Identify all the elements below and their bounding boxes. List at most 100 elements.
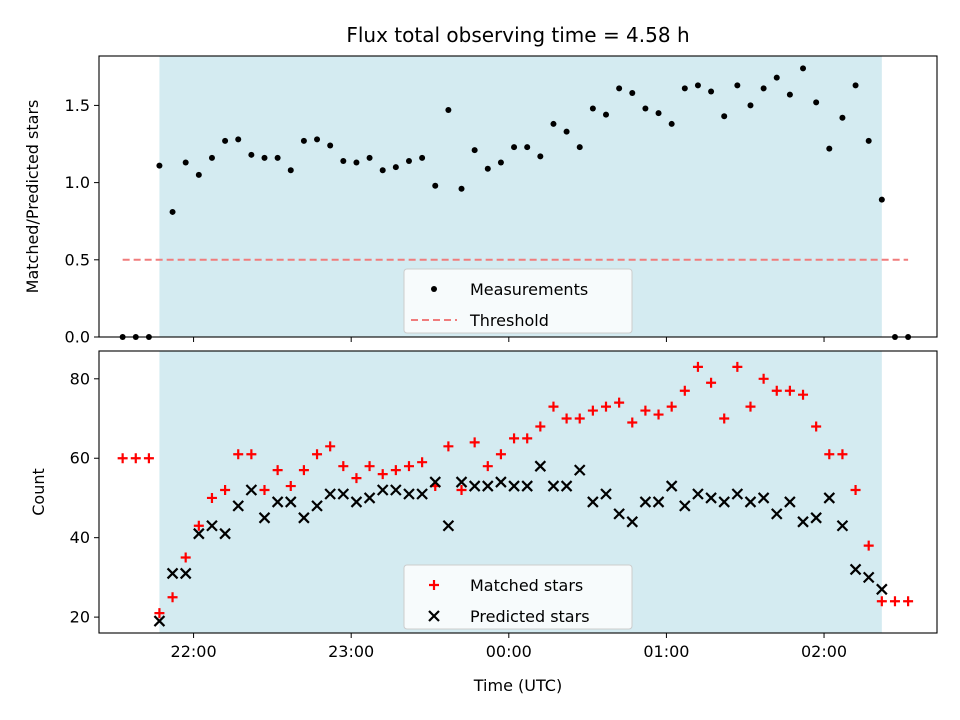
predicted-star-point (206, 519, 218, 532)
matched-star-point (272, 465, 283, 476)
measurement-point (826, 145, 833, 152)
predicted-star-point (731, 488, 744, 500)
predicted-star-point (797, 516, 809, 528)
matched-star-point (811, 421, 822, 432)
matched-star-point (732, 361, 743, 372)
predicted-star-point (823, 492, 836, 504)
y-tick-label: 80 (70, 369, 90, 388)
predicted-star-point (876, 583, 888, 596)
measurement-point (222, 137, 229, 144)
counts-x-axis: 22:00 23:00 00:00 01:00 02:00 (171, 633, 847, 661)
measurement-point (839, 114, 846, 121)
measurement-point (655, 110, 662, 117)
chart-title: Flux total observing time = 4.58 h (346, 23, 689, 47)
predicted-star-point (849, 563, 862, 576)
measurement-point (616, 85, 623, 92)
matched-star-point (535, 421, 546, 432)
matched-star-point (850, 485, 861, 496)
predicted-star-point (271, 496, 284, 508)
predicted-star-point (757, 492, 770, 504)
matched-star-point (377, 469, 388, 480)
counts-y-axis: 20 40 60 80 (70, 369, 99, 627)
matched-star-point (889, 596, 900, 607)
matched-star-point (298, 465, 309, 476)
measurement-point (800, 65, 807, 72)
matched-star-point (312, 449, 323, 460)
matched-star-point (338, 461, 349, 472)
predicted-star-point (219, 527, 231, 540)
predicted-star-point (350, 496, 363, 508)
legend-label: Matched stars (470, 576, 583, 595)
predicted-star-point (284, 496, 297, 508)
predicted-star-point (258, 512, 271, 524)
measurement-point (852, 82, 859, 89)
matched-star-point (706, 377, 717, 388)
matched-star-point (469, 437, 480, 448)
measurement-point (445, 107, 452, 114)
y-tick-label: 1.0 (65, 173, 90, 192)
measurement-point (287, 167, 294, 174)
matched-star-point (758, 373, 769, 384)
measurement-point (235, 136, 242, 143)
measurement-point (721, 113, 728, 120)
matched-star-point (259, 485, 270, 496)
matched-star-point (154, 608, 165, 619)
measurement-point (300, 137, 307, 144)
matched-star-point (561, 413, 572, 424)
counts-panel: 20 40 60 80 22:00 23:00 00:00 01:00 02:00 Count… (29, 350, 938, 661)
matched-star-point (364, 461, 375, 472)
predicted-star-point (403, 488, 415, 500)
predicted-star-point (534, 460, 547, 472)
matched-star-point (745, 401, 756, 412)
matched-star-point (587, 405, 598, 416)
measurement-point (865, 137, 872, 144)
matched-star-point (403, 461, 414, 472)
ratio-panel: 0.0 0.5 1.0 1.5 Matched/Predicted stars Mea… (23, 55, 938, 347)
measurement-point (484, 165, 491, 172)
matched-star-point (601, 401, 612, 412)
matched-star-point (417, 457, 428, 468)
predicted-star-point (153, 615, 166, 627)
measurement-point (563, 128, 570, 135)
measurement-point (760, 85, 767, 92)
measurement-point (708, 88, 715, 95)
matched-star-point (482, 461, 493, 472)
x-tick-label: 02:00 (801, 642, 847, 661)
measurement-point (511, 144, 518, 151)
predicted-star-point (692, 488, 704, 500)
predicted-star-point (810, 512, 822, 524)
legend-label: Predicted stars (470, 607, 590, 626)
matched-star-point (640, 405, 651, 416)
predicted-star-point (639, 496, 652, 508)
measurement-point (261, 154, 268, 161)
predicted-star-point (337, 488, 350, 500)
matched-star-point (206, 492, 217, 503)
measurement-point (208, 154, 215, 161)
predicted-star-point (587, 496, 599, 508)
x-tick-label: 01:00 (643, 642, 689, 661)
predicted-star-point (298, 512, 310, 524)
measurement-point (248, 151, 255, 158)
measurement-point (576, 144, 583, 151)
matched-star-point (903, 596, 914, 607)
measurement-point (366, 154, 373, 161)
matched-star-point (130, 453, 141, 464)
predicted-star-point (784, 496, 796, 508)
legend-box (403, 268, 633, 334)
matched-star-point (456, 485, 467, 496)
matched-star-point (117, 453, 128, 464)
measurement-point (274, 154, 281, 161)
matched-star-point (798, 389, 809, 400)
measurement-point (734, 82, 741, 89)
measurement-point (353, 159, 360, 166)
measurement-point (195, 171, 202, 178)
predicted-star-point (626, 516, 639, 528)
measurement-point (471, 147, 478, 154)
measurement-point (694, 82, 701, 89)
measurement-point (405, 157, 412, 164)
measurement-point (392, 164, 399, 171)
legend-label: Threshold (469, 311, 549, 330)
predicted-star-point (770, 508, 783, 520)
predicted-star-point (429, 476, 442, 488)
y-tick-label: 0.5 (65, 250, 90, 269)
